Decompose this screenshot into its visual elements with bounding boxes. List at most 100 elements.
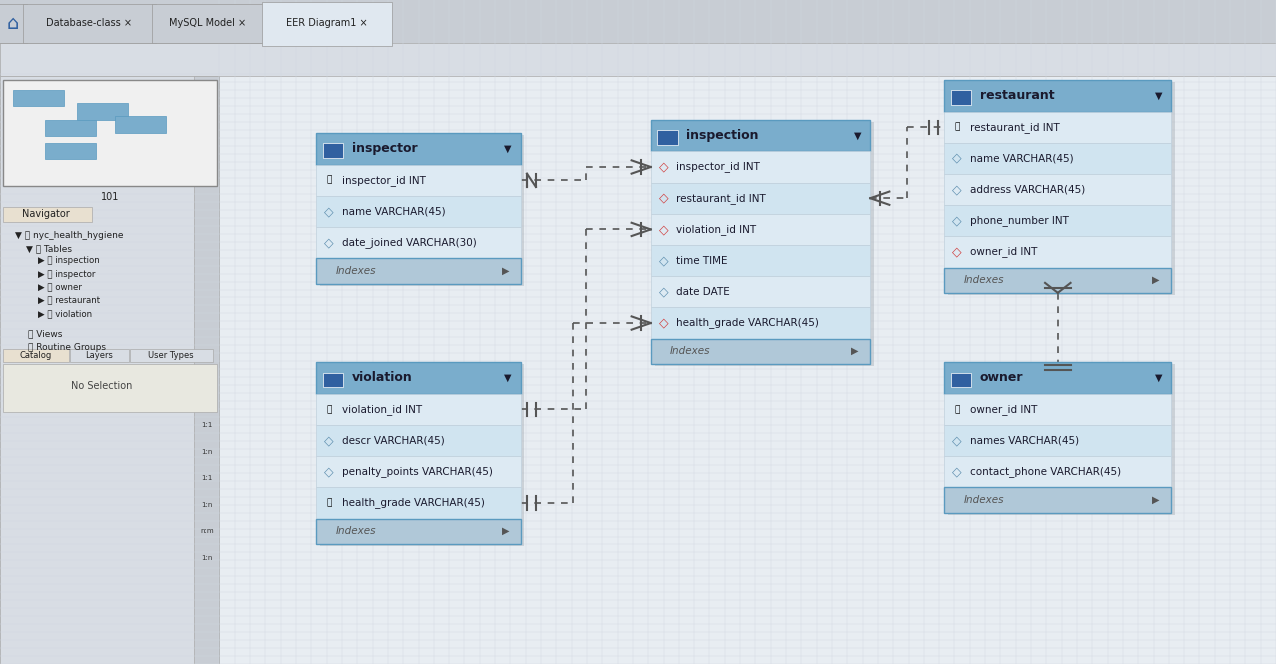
Text: ▼: ▼ bbox=[1155, 90, 1162, 101]
FancyBboxPatch shape bbox=[944, 143, 1171, 174]
Text: 1:1: 1:1 bbox=[202, 422, 212, 428]
Text: Layers: Layers bbox=[85, 351, 114, 360]
Text: name VARCHAR(45): name VARCHAR(45) bbox=[970, 153, 1073, 163]
Text: restaurant_id INT: restaurant_id INT bbox=[970, 122, 1059, 133]
Text: inspector_id INT: inspector_id INT bbox=[342, 175, 426, 186]
FancyBboxPatch shape bbox=[316, 394, 521, 425]
FancyBboxPatch shape bbox=[0, 0, 1276, 43]
Text: health_grade VARCHAR(45): health_grade VARCHAR(45) bbox=[342, 497, 485, 509]
FancyBboxPatch shape bbox=[651, 214, 870, 245]
Text: 101: 101 bbox=[101, 191, 119, 202]
Text: descr VARCHAR(45): descr VARCHAR(45) bbox=[342, 436, 445, 446]
Text: EER Diagram1 ×: EER Diagram1 × bbox=[286, 18, 367, 29]
FancyBboxPatch shape bbox=[323, 143, 343, 158]
FancyBboxPatch shape bbox=[651, 120, 870, 151]
FancyBboxPatch shape bbox=[316, 362, 521, 394]
Text: date DATE: date DATE bbox=[676, 287, 730, 297]
FancyBboxPatch shape bbox=[316, 165, 521, 196]
Text: restaurant: restaurant bbox=[980, 89, 1054, 102]
FancyBboxPatch shape bbox=[316, 196, 521, 227]
Text: phone_number INT: phone_number INT bbox=[970, 215, 1068, 226]
Text: MySQL Model ×: MySQL Model × bbox=[170, 18, 246, 29]
Text: date_joined VARCHAR(30): date_joined VARCHAR(30) bbox=[342, 237, 477, 248]
Text: ◇: ◇ bbox=[658, 223, 669, 236]
FancyBboxPatch shape bbox=[316, 456, 521, 487]
FancyBboxPatch shape bbox=[316, 425, 521, 456]
Text: ◇: ◇ bbox=[324, 465, 334, 478]
Text: restaurant_id INT: restaurant_id INT bbox=[676, 193, 766, 204]
FancyBboxPatch shape bbox=[944, 236, 1171, 268]
Text: No Selection: No Selection bbox=[71, 381, 133, 392]
FancyBboxPatch shape bbox=[948, 82, 1175, 295]
Text: contact_phone VARCHAR(45): contact_phone VARCHAR(45) bbox=[970, 466, 1120, 477]
FancyBboxPatch shape bbox=[951, 90, 971, 105]
Text: n:m: n:m bbox=[200, 528, 213, 535]
Text: ▼: ▼ bbox=[854, 130, 861, 141]
FancyBboxPatch shape bbox=[323, 373, 343, 387]
FancyBboxPatch shape bbox=[944, 394, 1171, 425]
Text: 1:n: 1:n bbox=[202, 448, 212, 455]
Text: Indexes: Indexes bbox=[336, 266, 376, 276]
Text: Database-class ×: Database-class × bbox=[46, 18, 133, 29]
Text: ▶: ▶ bbox=[501, 526, 509, 537]
Text: inspector: inspector bbox=[352, 142, 417, 155]
FancyBboxPatch shape bbox=[316, 258, 521, 284]
Text: names VARCHAR(45): names VARCHAR(45) bbox=[970, 436, 1079, 446]
FancyBboxPatch shape bbox=[316, 133, 521, 165]
Text: Indexes: Indexes bbox=[336, 526, 376, 537]
Text: 🔑: 🔑 bbox=[954, 123, 960, 131]
FancyBboxPatch shape bbox=[70, 349, 129, 362]
FancyBboxPatch shape bbox=[944, 362, 1171, 394]
Text: Navigator: Navigator bbox=[22, 209, 70, 220]
FancyBboxPatch shape bbox=[45, 143, 96, 159]
Text: ◇: ◇ bbox=[658, 161, 669, 173]
Text: violation: violation bbox=[352, 371, 413, 384]
Text: violation_id INT: violation_id INT bbox=[342, 404, 422, 415]
FancyBboxPatch shape bbox=[3, 349, 69, 362]
Text: ▶: ▶ bbox=[1152, 275, 1160, 286]
Text: inspection: inspection bbox=[686, 129, 759, 142]
FancyBboxPatch shape bbox=[944, 112, 1171, 143]
Text: health_grade VARCHAR(45): health_grade VARCHAR(45) bbox=[676, 317, 819, 329]
FancyBboxPatch shape bbox=[657, 130, 678, 145]
Text: ◇: ◇ bbox=[324, 434, 334, 447]
FancyBboxPatch shape bbox=[316, 519, 521, 544]
Text: inspector_id INT: inspector_id INT bbox=[676, 161, 760, 173]
FancyBboxPatch shape bbox=[944, 205, 1171, 236]
Text: ▶: ▶ bbox=[1152, 495, 1160, 505]
FancyBboxPatch shape bbox=[316, 487, 521, 519]
FancyBboxPatch shape bbox=[0, 76, 219, 664]
Text: ▼ 📁 Tables: ▼ 📁 Tables bbox=[26, 244, 71, 254]
FancyBboxPatch shape bbox=[23, 4, 156, 43]
Text: Indexes: Indexes bbox=[963, 275, 1004, 286]
FancyBboxPatch shape bbox=[951, 373, 971, 387]
Text: ▼: ▼ bbox=[1155, 373, 1162, 383]
Text: owner_id INT: owner_id INT bbox=[970, 404, 1037, 415]
Bar bbox=[0, 0, 1276, 43]
FancyBboxPatch shape bbox=[316, 227, 521, 258]
Text: 1:n: 1:n bbox=[202, 554, 212, 561]
Text: address VARCHAR(45): address VARCHAR(45) bbox=[970, 185, 1085, 195]
Text: ▶ 🗂 inspection: ▶ 🗂 inspection bbox=[38, 256, 100, 266]
Text: ▶ 🗂 owner: ▶ 🗂 owner bbox=[38, 283, 82, 292]
FancyBboxPatch shape bbox=[651, 151, 870, 183]
Text: ◇: ◇ bbox=[324, 205, 334, 218]
Text: ◇: ◇ bbox=[658, 317, 669, 329]
Text: ◇: ◇ bbox=[658, 286, 669, 298]
FancyBboxPatch shape bbox=[320, 364, 524, 546]
Text: owner: owner bbox=[980, 371, 1023, 384]
FancyBboxPatch shape bbox=[651, 276, 870, 307]
Text: violation_id INT: violation_id INT bbox=[676, 224, 757, 235]
Text: 1:n: 1:n bbox=[202, 501, 212, 508]
Text: ◇: ◇ bbox=[658, 192, 669, 205]
Text: owner_id INT: owner_id INT bbox=[970, 246, 1037, 258]
FancyBboxPatch shape bbox=[0, 4, 27, 43]
Text: User Types: User Types bbox=[148, 351, 194, 360]
FancyBboxPatch shape bbox=[320, 135, 524, 286]
FancyBboxPatch shape bbox=[194, 76, 219, 664]
Text: ▶: ▶ bbox=[851, 346, 859, 357]
FancyBboxPatch shape bbox=[262, 2, 392, 46]
FancyBboxPatch shape bbox=[651, 339, 870, 364]
FancyBboxPatch shape bbox=[651, 245, 870, 276]
FancyBboxPatch shape bbox=[944, 268, 1171, 293]
